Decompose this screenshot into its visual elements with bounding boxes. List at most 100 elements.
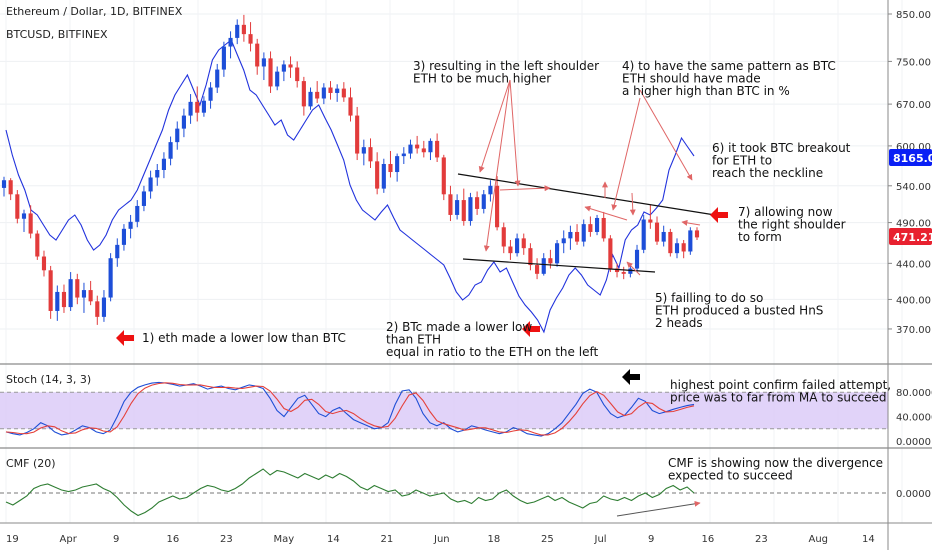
candle xyxy=(141,185,146,212)
price-badge-label: 471.21 xyxy=(893,231,932,244)
stoch-tick-label: 0.0000 xyxy=(896,437,931,448)
candle-body xyxy=(148,177,153,192)
candle xyxy=(634,244,640,273)
candle-body xyxy=(694,230,700,238)
annotation-line: equal in ratio to the ETH on the left xyxy=(386,345,598,359)
candle-body xyxy=(528,248,533,266)
candle xyxy=(281,60,286,82)
annotation-line: expected to succeed xyxy=(668,469,793,483)
annotation-line: to form xyxy=(738,230,782,244)
candle xyxy=(528,243,533,271)
candle xyxy=(95,295,100,325)
time-tick-label: 25 xyxy=(541,534,554,545)
candle-body xyxy=(435,140,440,158)
stoch-tick-label: 80.0000 xyxy=(896,388,932,399)
candle xyxy=(608,235,613,273)
candle-body xyxy=(681,243,686,252)
candle-body xyxy=(654,222,660,242)
candle-body xyxy=(381,163,386,189)
candle xyxy=(468,192,473,226)
candle-body xyxy=(28,213,33,234)
symbol-title[interactable]: Ethereum / Dollar, 1D, BITFINEX xyxy=(6,5,183,18)
candle xyxy=(461,188,466,226)
candle xyxy=(455,194,460,220)
candle-body xyxy=(301,81,306,107)
candle xyxy=(235,19,240,45)
candle-body xyxy=(368,147,373,162)
candle-body xyxy=(215,69,220,88)
candle xyxy=(475,191,480,215)
candle-body xyxy=(68,279,73,308)
candle xyxy=(75,273,80,305)
candle xyxy=(115,238,120,267)
candle xyxy=(375,152,380,195)
candle xyxy=(135,200,140,228)
time-tick-label: 16 xyxy=(167,534,180,545)
candle xyxy=(694,227,700,240)
price-badge[interactable]: 8165.0 xyxy=(889,149,932,166)
candle-body xyxy=(8,180,13,195)
annotation-line: ETH produced a busted HnS xyxy=(655,304,823,318)
compare-title[interactable]: BTCUSD, BITFINEX xyxy=(6,28,108,41)
cmf-title[interactable]: CMF (20) xyxy=(6,457,56,470)
red-arrow-7 xyxy=(710,207,728,223)
candle-body xyxy=(501,227,506,247)
candle xyxy=(88,280,93,306)
time-tick-label: 18 xyxy=(488,534,501,545)
candle-body xyxy=(634,249,640,269)
axis-labels: 850.00 750.00 670.00 600.00 540.00 490.00 440.… xyxy=(6,10,932,545)
red-arrow-1 xyxy=(116,330,134,346)
candle-body xyxy=(81,290,87,298)
annotation-arrow xyxy=(681,219,701,226)
candle xyxy=(301,76,306,116)
candle-body xyxy=(415,144,420,149)
candle xyxy=(448,185,453,222)
candle xyxy=(175,121,180,150)
candle-body xyxy=(261,58,266,67)
candle-body xyxy=(108,258,113,298)
stoch-title[interactable]: Stoch (14, 3, 3) xyxy=(6,373,91,386)
price-badge[interactable]: 471.21 xyxy=(889,228,932,245)
candle xyxy=(221,41,226,77)
neckline-lower xyxy=(462,258,656,273)
candle xyxy=(148,170,153,199)
candle-body xyxy=(35,233,40,257)
candle xyxy=(568,225,573,250)
candle xyxy=(681,239,686,259)
candle-body xyxy=(135,205,140,222)
annotation-line: 1) eth made a lower low than BTC xyxy=(142,331,346,345)
candle-body xyxy=(188,101,193,116)
candle xyxy=(614,263,620,278)
annotation-arrow xyxy=(584,205,628,221)
time-tick-label: Aug xyxy=(809,534,829,545)
time-tick-label: 21 xyxy=(381,534,394,545)
candle-body xyxy=(235,24,240,38)
candle-body xyxy=(388,163,393,173)
candle-body xyxy=(128,221,133,229)
annotation-arrow xyxy=(629,192,636,216)
candle xyxy=(388,150,393,178)
candle xyxy=(661,225,666,247)
candle xyxy=(515,233,520,257)
candle-body xyxy=(461,200,466,222)
candle-body xyxy=(488,185,493,195)
annotation-arrow xyxy=(483,79,511,252)
candle-body xyxy=(535,265,540,274)
time-tick-label: 23 xyxy=(755,534,768,545)
red-arrow-2 xyxy=(522,321,540,337)
candle xyxy=(421,140,426,158)
candle xyxy=(241,14,246,42)
price-tick-label: 850.00 xyxy=(896,10,931,21)
candle xyxy=(255,38,260,75)
candle xyxy=(521,233,526,255)
candle-body xyxy=(448,194,453,215)
btc-overlay-line xyxy=(5,39,695,334)
candle-body xyxy=(375,161,380,189)
candle xyxy=(81,282,87,313)
candle xyxy=(155,163,160,186)
candle-body xyxy=(455,200,460,215)
stoch-lines xyxy=(5,381,695,437)
candle-body xyxy=(588,224,593,232)
